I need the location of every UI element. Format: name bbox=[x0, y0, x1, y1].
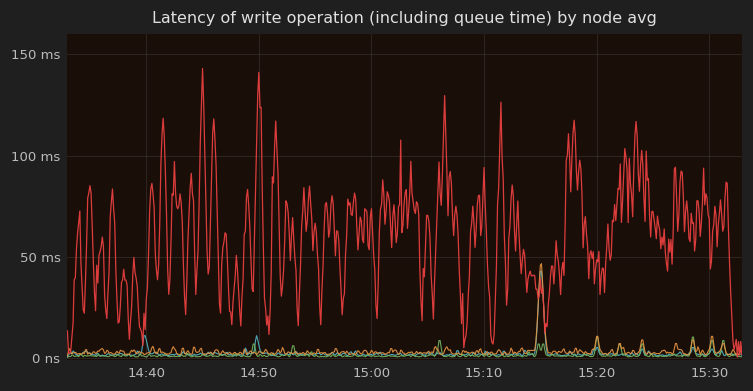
Title: Latency of write operation (including queue time) by node avg: Latency of write operation (including qu… bbox=[152, 11, 657, 26]
